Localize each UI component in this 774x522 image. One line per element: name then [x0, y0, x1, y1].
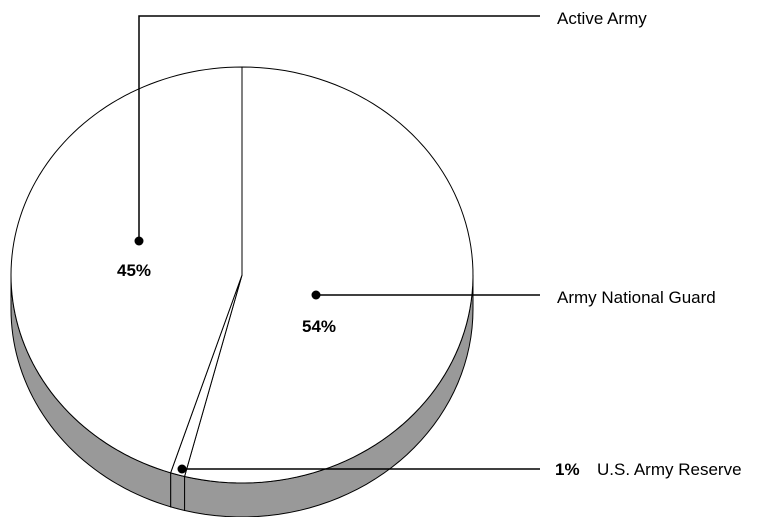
pie-slice-active-army [10, 66, 243, 474]
pie-side-u-s-army-reserve [170, 472, 186, 512]
label-national-guard: Army National Guard [557, 288, 716, 307]
pie-top-layer [10, 66, 474, 484]
callout-line-active-army [138, 15, 540, 241]
label-reserve-value: 1% [555, 460, 580, 479]
label-active-army-value: 45% [117, 261, 151, 280]
label-active-army: Active Army [557, 9, 647, 28]
pie-slice-army-national-guard [183, 66, 474, 484]
callout-layer [134, 15, 540, 474]
label-reserve: U.S. Army Reserve [597, 460, 742, 479]
label-national-guard-value: 54% [302, 317, 336, 336]
